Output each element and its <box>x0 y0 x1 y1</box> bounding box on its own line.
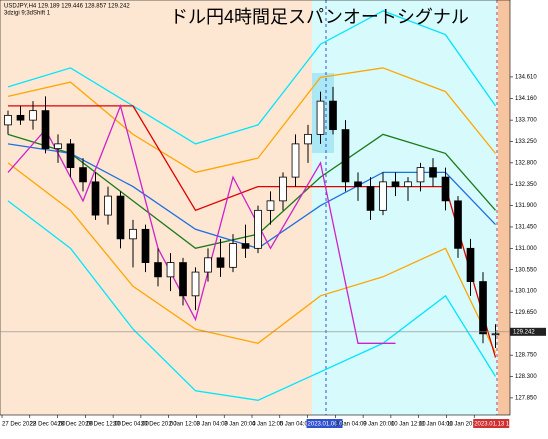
y-tick-label: 128.750 <box>515 353 537 359</box>
candle-body <box>466 247 475 282</box>
candle-body <box>279 176 287 202</box>
candle-body <box>141 228 150 263</box>
plot-frame <box>0 0 511 416</box>
candle-body <box>241 243 250 249</box>
y-tick-label: 131.900 <box>515 203 537 209</box>
candle-body <box>166 262 175 278</box>
candle-body <box>116 195 125 240</box>
y-tick-label: 129.650 <box>515 310 537 316</box>
candle-body <box>54 143 62 150</box>
x-tick-label: 27 Dec 2022 <box>2 422 37 428</box>
y-tick-label: 134.610 <box>515 75 537 81</box>
candle-body <box>254 209 262 249</box>
x-tick-label: 5 Jan 04:00 <box>280 422 312 428</box>
candle-body <box>429 167 437 178</box>
candle-body <box>229 243 237 268</box>
indicator-line <box>8 105 497 358</box>
x-tick-label: 9 Jan 20:00 <box>363 422 395 428</box>
chart-title: ドル円4時間足スパンオートシグナル <box>170 7 469 27</box>
candle-body <box>454 200 462 249</box>
candle-body <box>91 181 100 216</box>
last-price-box <box>510 327 546 336</box>
candle-body <box>379 181 387 211</box>
y-tick-label: 134.160 <box>515 96 537 102</box>
y-tick-label: 133.250 <box>515 139 537 145</box>
y-tick-label: 132.350 <box>515 182 537 188</box>
candle-body <box>304 133 312 145</box>
candle-body <box>216 257 225 268</box>
indicator-line <box>7 67 497 174</box>
x-tick-label: 9 Jan 04:00 <box>335 422 367 428</box>
candle-body <box>179 262 187 297</box>
candle-body <box>29 110 37 121</box>
candle-body <box>291 143 300 178</box>
last-price-label: 129.242 <box>513 329 535 335</box>
orange-zone <box>498 0 510 415</box>
candle-body <box>191 271 200 297</box>
candle-body <box>354 181 362 188</box>
candle-body <box>41 110 50 150</box>
candle-body <box>104 195 112 216</box>
x-tick-label: 28 Dec 04:00 <box>30 422 66 428</box>
candle-body <box>204 257 212 273</box>
candle-body <box>266 200 275 211</box>
x-tick-label: 29 Dec 12:00 <box>85 422 121 428</box>
x-tick-label: 10 Jan 12:00 <box>391 422 426 428</box>
x-tick-label: 30 Dec 20:00 <box>141 422 177 428</box>
x-tick-label: 3 Jan 04:00 <box>196 422 228 428</box>
indicator-line <box>7 10 497 145</box>
indicator-line <box>7 200 497 401</box>
candle-body <box>316 100 325 135</box>
candle-body <box>366 186 375 211</box>
x-tick-label: 2 Jan 12:00 <box>169 422 201 428</box>
x-label-highlight <box>473 419 510 428</box>
candle-body <box>129 228 137 240</box>
y-tick-label: 132.800 <box>515 160 537 166</box>
candle-body <box>16 114 25 121</box>
y-tick-label: 133.700 <box>515 118 537 124</box>
y-tick-label: 130.100 <box>515 289 537 295</box>
indicator-line <box>7 162 497 354</box>
candle-body <box>4 114 12 126</box>
y-tick-label: 128.300 <box>515 374 537 380</box>
x-tick-label: 11 Jan 04:00 <box>419 422 454 428</box>
candle-body <box>79 167 87 183</box>
candle-body <box>479 281 487 335</box>
header: USDJPY,H4 129.189 129.446 128.857 129.24… <box>4 4 130 10</box>
x-tick-label: 11 Jan 20:00 <box>446 422 481 428</box>
cyan-zone <box>312 0 498 415</box>
candle-body <box>404 181 412 188</box>
candle-body <box>491 333 500 336</box>
x-tick-label: 3 Jan 20:00 <box>224 422 256 428</box>
x-tick-label: 2023.01.13 12:00 <box>474 422 521 428</box>
x-tick-label: 4 Jan 12:00 <box>252 422 284 428</box>
candle-body <box>66 143 75 169</box>
y-tick-label: 131.450 <box>515 225 537 231</box>
candle-body <box>341 129 350 183</box>
y-tick-label: 131.000 <box>515 246 537 252</box>
indicator-label: 3dzigi 9;3dShift 1 <box>4 11 51 17</box>
x-tick-label: 30 Dec 04:00 <box>113 422 149 428</box>
y-tick-label: 130.550 <box>515 267 537 273</box>
candle-body <box>391 181 400 188</box>
candle-body <box>416 167 425 183</box>
x-tick-label: 28 Dec 20:00 <box>58 422 94 428</box>
y-tick-label: 127.850 <box>515 395 537 401</box>
candle-body <box>154 262 162 278</box>
x-tick-label: 2023.01.06 08:00 <box>308 422 355 428</box>
candle-body <box>441 176 450 202</box>
indicator-line <box>7 103 396 344</box>
x-label-highlight <box>306 419 343 428</box>
candle-body <box>329 100 337 131</box>
